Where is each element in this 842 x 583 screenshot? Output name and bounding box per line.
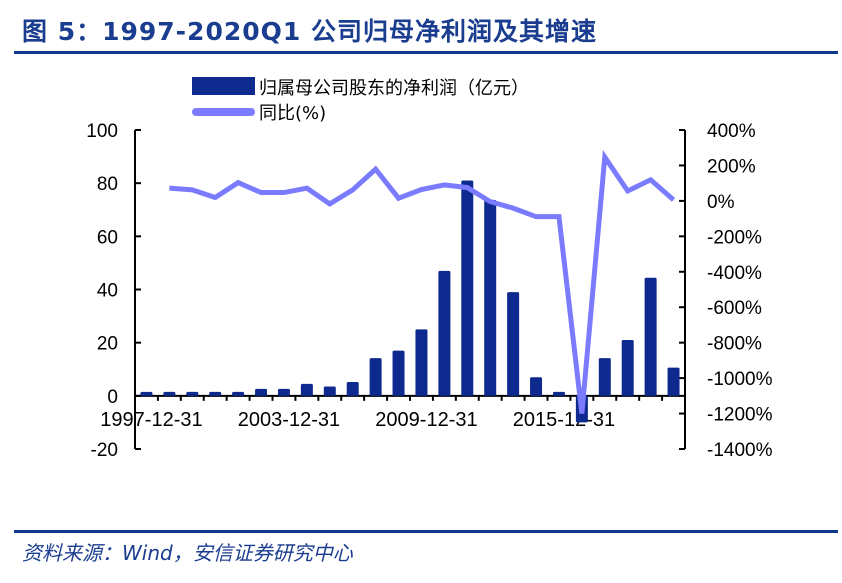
x-tick-label: 2009-12-31 <box>375 409 477 431</box>
right-tick-label: 0% <box>707 192 735 213</box>
right-tick-label: -800% <box>707 334 762 355</box>
left-tick-label: 40 <box>97 281 118 302</box>
bar-2013-12-31 <box>507 292 520 396</box>
bar-2003-12-31 <box>277 388 290 396</box>
bar-2000-12-31 <box>209 391 222 396</box>
bar-2014-12-31 <box>530 377 543 396</box>
legend-swatch-line <box>192 108 255 116</box>
bar-2012-12-31 <box>484 199 497 396</box>
x-tick-label: 2015-12-31 <box>513 409 615 431</box>
bar-2007-12-31 <box>369 358 382 396</box>
left-tick-label: 80 <box>97 174 118 195</box>
source-note: 资料来源：Wind，安信证券研究中心 <box>22 541 353 565</box>
bar-2002-12-31 <box>255 388 268 396</box>
bar-2004-12-31 <box>300 383 313 396</box>
bar-2006-12-31 <box>346 382 359 396</box>
left-tick-label: 100 <box>86 121 118 142</box>
bar-2009-12-31 <box>415 329 428 396</box>
x-tick-label: 2003-12-31 <box>238 409 340 431</box>
bar-1998-12-31 <box>163 391 176 396</box>
bar-2005-12-31 <box>323 386 336 396</box>
legend: 归属母公司股东的净利润（亿元） 同比(%) <box>192 77 529 124</box>
title-rule <box>14 51 838 54</box>
bar-2020-03-31 <box>667 367 680 396</box>
bar-1999-12-31 <box>186 391 199 396</box>
legend-label-bar: 归属母公司股东的净利润（亿元） <box>259 78 529 99</box>
bar-2019-12-31 <box>644 277 657 396</box>
growth-line <box>169 149 676 414</box>
bar-2017-12-31 <box>598 358 611 396</box>
bar-2018-12-31 <box>621 340 634 396</box>
bar-2015-12-31 <box>552 391 565 396</box>
left-tick-label: 20 <box>97 334 118 355</box>
left-tick-label: 60 <box>97 227 118 248</box>
bar-2010-12-31 <box>438 270 451 396</box>
right-tick-label: -1000% <box>707 369 773 390</box>
right-tick-label: 200% <box>707 156 756 177</box>
legend-swatch-bar <box>192 77 255 95</box>
figure-title: 图 5：1997-2020Q1 公司归母净利润及其增速 <box>22 17 597 46</box>
bar-2001-12-31 <box>232 391 245 396</box>
footer-rule <box>14 530 838 533</box>
right-tick-label: 400% <box>707 121 756 142</box>
bar-2008-12-31 <box>392 350 405 396</box>
right-tick-label: -1200% <box>707 405 773 426</box>
right-tick-label: -200% <box>707 227 762 248</box>
legend-label-line: 同比(%) <box>259 103 326 124</box>
left-tick-label: -20 <box>91 440 118 461</box>
bar-1997-12-31 <box>140 391 153 396</box>
right-tick-label: -1400% <box>707 440 773 461</box>
left-tick-label: 0 <box>107 387 118 408</box>
x-tick-label: 1997-12-31 <box>100 409 202 431</box>
right-tick-label: -600% <box>707 298 762 319</box>
right-tick-label: -400% <box>707 263 762 284</box>
bar-2011-12-31 <box>461 180 474 396</box>
